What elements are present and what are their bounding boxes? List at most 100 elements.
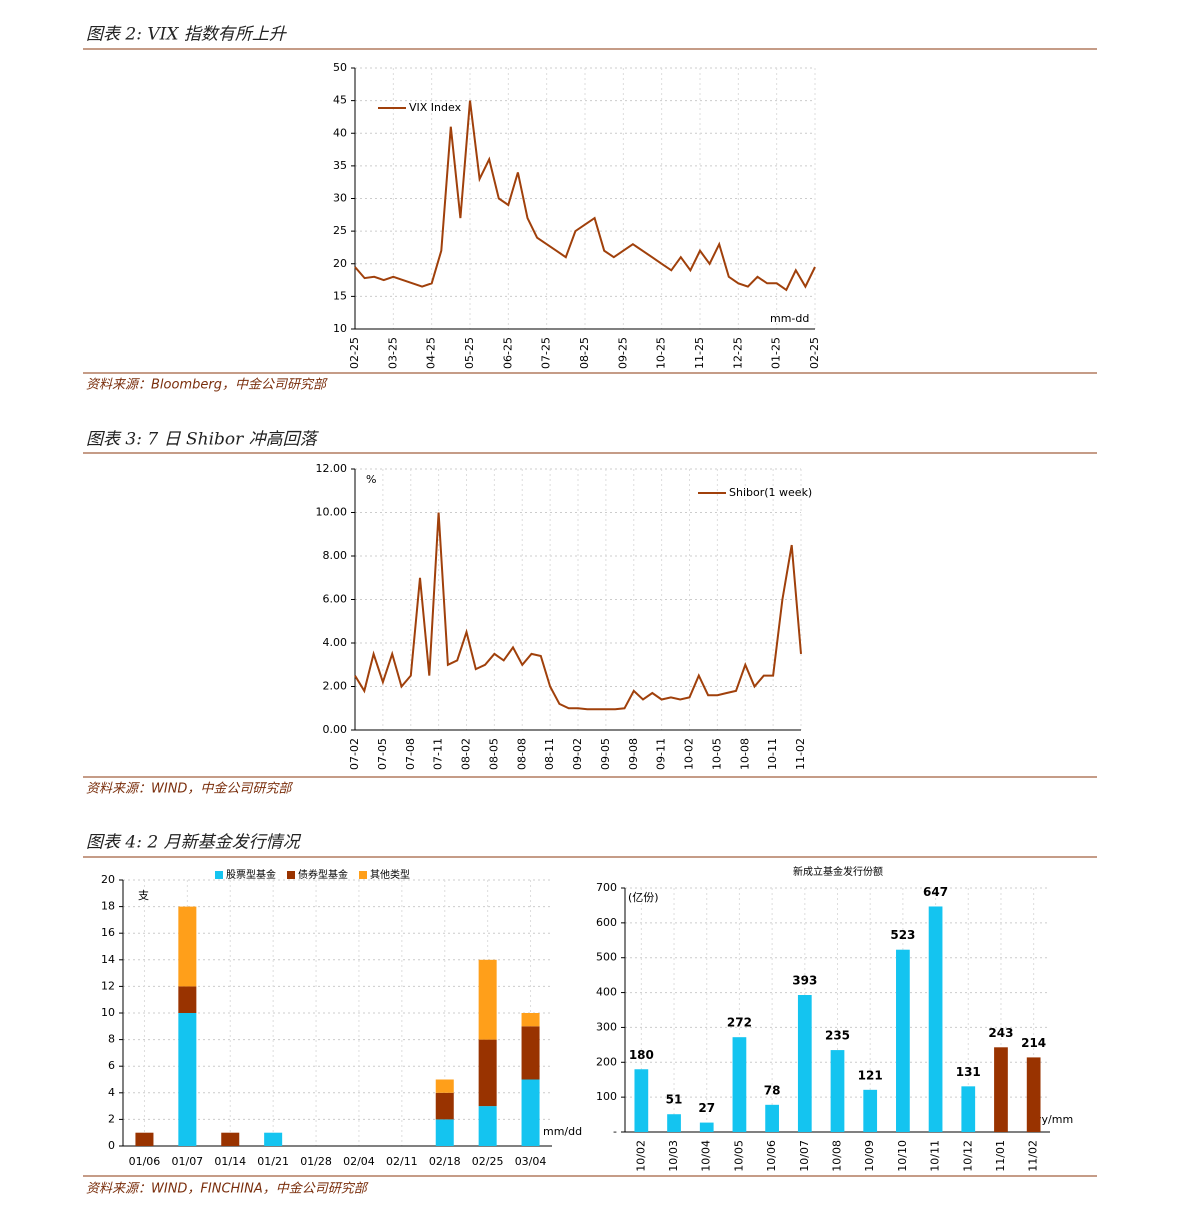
x-tick-label: 10/06: [765, 1140, 778, 1172]
annotation: 支: [138, 889, 149, 902]
legend-label: VIX Index: [409, 101, 462, 114]
y-tick-label: 25: [333, 224, 347, 237]
bar: [830, 1050, 845, 1132]
x-tick-label: 02/25: [472, 1155, 504, 1168]
y-tick-label: 20: [333, 257, 347, 270]
x-tick-label: 07-05: [376, 738, 389, 770]
x-tick-label: 10/12: [961, 1140, 974, 1172]
bar: [994, 1047, 1008, 1132]
y-tick-label: 35: [333, 159, 347, 172]
bar: [667, 1114, 681, 1132]
x-tick-label: 08-08: [515, 738, 528, 770]
bar-segment: [478, 959, 497, 1040]
y-tick-label: 12: [101, 979, 115, 992]
bar: [634, 1069, 649, 1132]
line: [354, 512, 802, 711]
bar-segment: [521, 1079, 540, 1146]
y-tick-label: 8.00: [323, 549, 348, 562]
x-tick-label: 02/04: [343, 1155, 375, 1168]
bar: [863, 1089, 878, 1132]
bar-segment: [178, 1013, 197, 1146]
x-tick-label: 03-25: [386, 337, 399, 369]
y-tick-label: 8: [108, 1033, 115, 1046]
bar-segment: [178, 906, 197, 987]
value-label: 121: [858, 1068, 883, 1082]
x-tick-label: 10/09: [863, 1140, 876, 1172]
x-tick-label: 01/07: [171, 1155, 203, 1168]
chart-title: 新成立基金发行份额: [793, 865, 883, 878]
x-tick-label: 01/06: [129, 1155, 161, 1168]
x-tick-label: 10/08: [831, 1140, 844, 1172]
y-tick-label: 6.00: [323, 593, 348, 606]
legend-label: Shibor(1 week): [729, 486, 812, 499]
y-tick-label: 16: [101, 926, 115, 939]
y-tick-label: 2.00: [323, 680, 348, 693]
x-tick-label: 10/10: [896, 1140, 909, 1172]
value-label: 393: [792, 974, 817, 988]
x-tick-label: 07-02: [348, 738, 361, 770]
bar-segment: [135, 1132, 154, 1146]
y-tick-label: 15: [333, 289, 347, 302]
y-tick-label: 700: [596, 881, 617, 894]
bar: [732, 1037, 747, 1132]
annotation: yy/mm: [1035, 1113, 1073, 1126]
y-tick-label: 6: [108, 1059, 115, 1072]
y-tick-label: 40: [333, 126, 347, 139]
annotation: %: [366, 473, 376, 486]
x-tick-label: 02-25: [808, 337, 821, 369]
value-label: 272: [727, 1016, 752, 1030]
y-tick-label: 50: [333, 61, 347, 74]
legend-swatch: [215, 871, 223, 879]
x-tick-label: 02/11: [386, 1155, 418, 1168]
y-tick-label: 0.00: [323, 723, 348, 736]
x-tick-label: 08-02: [460, 738, 473, 770]
x-tick-label: 08-05: [487, 738, 500, 770]
x-tick-label: 11/02: [1027, 1140, 1040, 1172]
figure-title: 图表 3: 7 日 Shibor 冲高回落: [86, 430, 320, 450]
x-tick-label: 05-25: [463, 337, 476, 369]
x-tick-label: 10/02: [634, 1140, 647, 1172]
y-tick-label: 14: [101, 953, 115, 966]
figure-title: 图表 4: 2 月新基金发行情况: [86, 833, 302, 853]
y-tick-label: 20: [101, 873, 115, 886]
x-tick-label: 10/07: [798, 1140, 811, 1172]
x-tick-label: 01/28: [300, 1155, 332, 1168]
figure-title: 图表 2: VIX 指数有所上升: [86, 25, 288, 45]
legend-swatch: [287, 871, 295, 879]
y-tick-label: 30: [333, 192, 347, 205]
value-label: 523: [890, 928, 915, 942]
bar-segment: [478, 1106, 497, 1146]
x-tick-label: 01-25: [770, 337, 783, 369]
x-tick-label: 07-08: [404, 738, 417, 770]
y-tick-label: 100: [596, 1090, 617, 1103]
x-tick-label: 07-11: [432, 738, 445, 770]
y-tick-label: 12.00: [316, 462, 348, 475]
bar-segment: [221, 1132, 240, 1146]
x-tick-label: 12-25: [731, 337, 744, 369]
x-tick-label: 10/03: [667, 1140, 680, 1172]
bar: [896, 949, 910, 1132]
bar: [797, 995, 812, 1132]
y-tick-label: 2: [108, 1112, 115, 1125]
value-label: 214: [1021, 1036, 1046, 1050]
x-tick-label: 04-25: [425, 337, 438, 369]
x-tick-label: 02-25: [348, 337, 361, 369]
x-tick-label: 11-02: [794, 738, 807, 770]
source: 资料来源：WIND，FINCHINA，中金公司研究部: [86, 1181, 369, 1197]
x-tick-label: 10-08: [738, 738, 751, 770]
y-tick-label: 4.00: [323, 636, 348, 649]
x-tick-label: 09-11: [655, 738, 668, 770]
value-label: 235: [825, 1029, 850, 1043]
y-tick-label: -: [613, 1125, 617, 1138]
x-tick-label: 10-11: [766, 738, 779, 770]
x-tick-label: 11/01: [994, 1140, 1007, 1172]
bar: [1026, 1057, 1041, 1132]
bar: [765, 1104, 779, 1132]
bar-segment: [435, 1092, 454, 1120]
y-tick-label: 10: [333, 322, 347, 335]
x-tick-label: 08-25: [578, 337, 591, 369]
value-label: 180: [629, 1048, 654, 1062]
y-tick-label: 45: [333, 94, 347, 107]
value-label: 27: [698, 1101, 715, 1115]
